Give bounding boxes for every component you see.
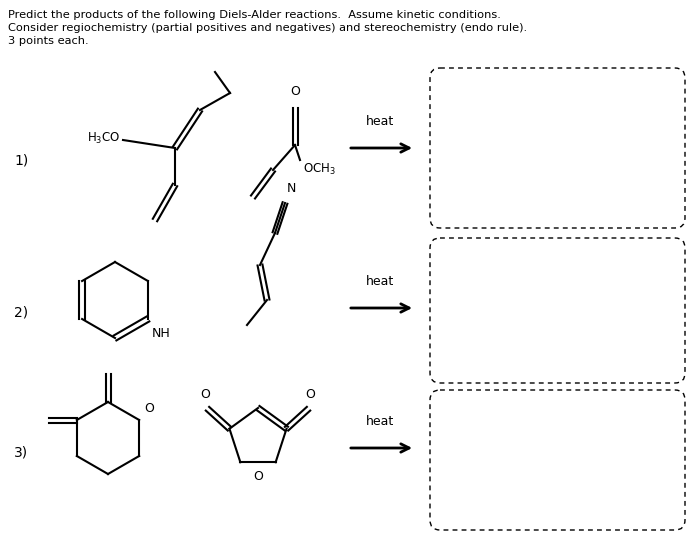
Text: 1): 1)	[14, 153, 28, 167]
Text: heat: heat	[366, 115, 394, 128]
Text: O: O	[200, 388, 211, 401]
Text: O: O	[306, 388, 316, 401]
Text: O: O	[144, 402, 154, 415]
Text: Predict the products of the following Diels-Alder reactions.  Assume kinetic con: Predict the products of the following Di…	[8, 10, 527, 46]
Text: OCH$_3$: OCH$_3$	[303, 162, 336, 177]
Text: O: O	[253, 470, 263, 483]
Text: heat: heat	[366, 415, 394, 428]
Text: H$_3$CO: H$_3$CO	[87, 131, 120, 146]
Text: O: O	[290, 85, 300, 98]
Text: 3): 3)	[14, 445, 28, 459]
Text: heat: heat	[366, 275, 394, 288]
Text: 2): 2)	[14, 305, 28, 319]
Text: NH: NH	[152, 327, 171, 340]
Text: N: N	[287, 182, 296, 195]
